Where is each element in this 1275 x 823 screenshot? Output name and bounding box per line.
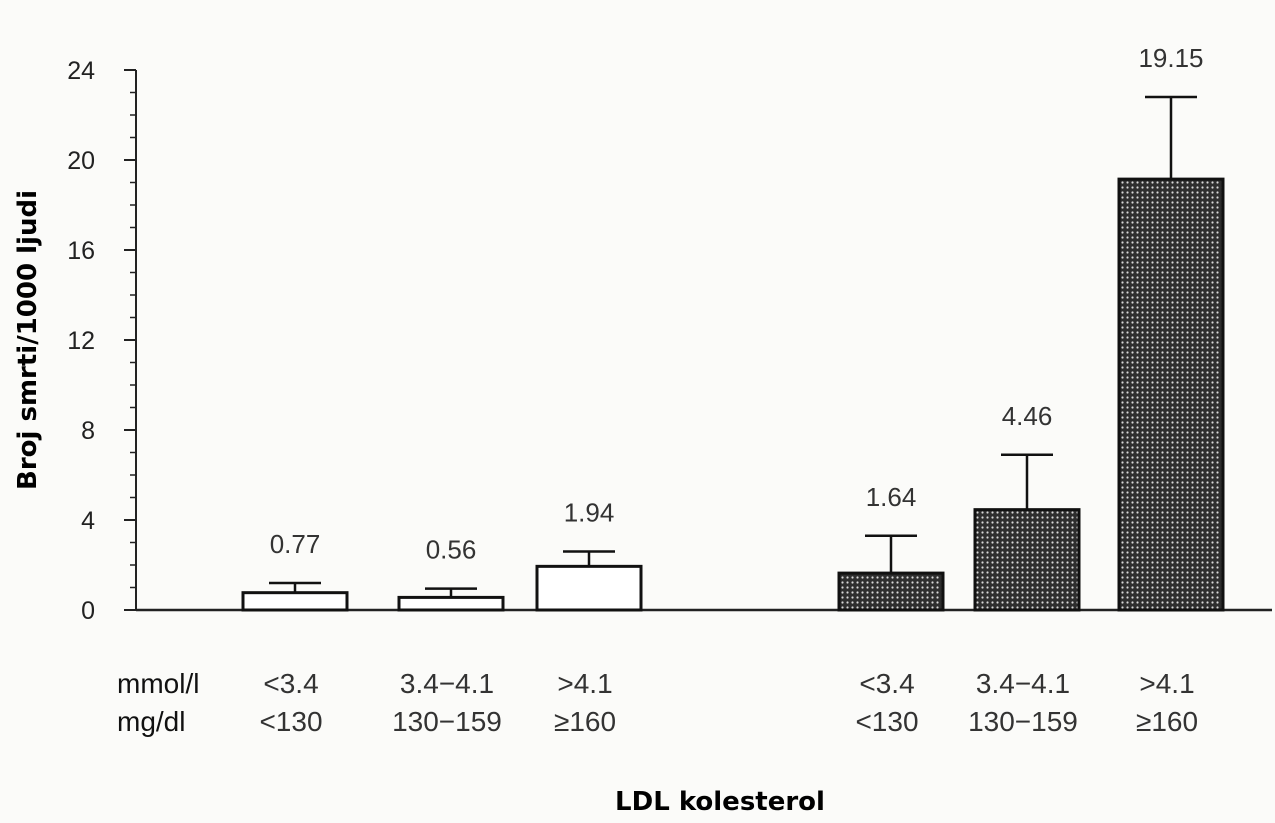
- category-label-mmol: 3.4−4.1: [976, 668, 1070, 699]
- bar: [397, 595, 505, 612]
- unit-label-mmol: mmol/l: [117, 668, 199, 699]
- x-axis-title: LDL kolesterol: [615, 787, 825, 817]
- category-label-mgdl: <130: [259, 706, 322, 737]
- value-label: 0.56: [426, 535, 477, 565]
- value-label: 1.94: [564, 498, 615, 528]
- bar: [973, 508, 1081, 612]
- y-tick-label: 20: [67, 147, 95, 175]
- category-label-mmol: <3.4: [859, 668, 914, 699]
- labels: 0.77 <3.4 <130 0.56 3.4−4.1 130−159 1.94 >4.1 ≥1…: [259, 43, 1203, 737]
- category-label-mmol: >4.1: [1139, 668, 1194, 699]
- y-tick-label: 0: [81, 597, 95, 625]
- category-label-mgdl: 130−159: [392, 706, 502, 737]
- category-label-mgdl: <130: [855, 706, 918, 737]
- y-tick-label: 8: [81, 417, 95, 445]
- bar: [837, 571, 945, 612]
- category-label-mgdl: ≥160: [1136, 706, 1198, 737]
- category-label-mgdl: ≥160: [554, 706, 616, 737]
- category-label-mgdl: 130−159: [968, 706, 1078, 737]
- bar: [535, 564, 643, 612]
- bar: [241, 591, 349, 612]
- y-tick-label: 16: [67, 237, 95, 265]
- y-tick-label: 4: [81, 507, 95, 535]
- bar: [1117, 177, 1225, 612]
- category-label-mmol: <3.4: [263, 668, 318, 699]
- value-label: 19.15: [1138, 43, 1203, 73]
- unit-label-mgdl: mg/dl: [117, 706, 185, 737]
- value-label: 1.64: [866, 482, 917, 512]
- category-label-mmol: 3.4−4.1: [400, 668, 494, 699]
- y-tick-label: 24: [67, 57, 95, 85]
- value-label: 0.77: [270, 529, 321, 559]
- bars: [241, 95, 1225, 612]
- category-label-mmol: >4.1: [557, 668, 612, 699]
- y-axis-title: Broj smrti/1000 ljudi: [13, 190, 43, 490]
- value-label: 4.46: [1002, 401, 1053, 431]
- axes: 0 4 8 12 16 20 24: [67, 57, 1272, 625]
- y-tick-label: 12: [67, 327, 95, 355]
